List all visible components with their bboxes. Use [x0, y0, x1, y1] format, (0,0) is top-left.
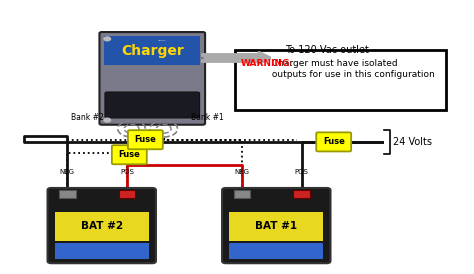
FancyBboxPatch shape: [119, 190, 135, 198]
Text: 24 Volts: 24 Volts: [393, 137, 432, 147]
FancyBboxPatch shape: [59, 190, 75, 198]
Circle shape: [104, 37, 110, 41]
Text: BAT #1: BAT #1: [255, 221, 297, 232]
Text: Charger: Charger: [121, 44, 183, 58]
FancyBboxPatch shape: [316, 132, 351, 152]
FancyBboxPatch shape: [47, 188, 156, 263]
FancyBboxPatch shape: [229, 243, 323, 259]
FancyBboxPatch shape: [293, 190, 310, 198]
Text: Fuse: Fuse: [323, 137, 345, 146]
FancyBboxPatch shape: [234, 190, 250, 198]
Text: Fuse: Fuse: [135, 135, 156, 144]
FancyBboxPatch shape: [229, 212, 323, 241]
FancyBboxPatch shape: [112, 145, 147, 164]
FancyBboxPatch shape: [100, 32, 205, 125]
FancyBboxPatch shape: [55, 243, 148, 259]
Text: POS: POS: [120, 169, 134, 175]
Text: NEG: NEG: [60, 169, 75, 175]
Text: To 120 Vac outlet: To 120 Vac outlet: [285, 45, 369, 55]
Circle shape: [104, 118, 110, 122]
FancyBboxPatch shape: [128, 130, 163, 149]
FancyBboxPatch shape: [222, 188, 330, 263]
Text: POS: POS: [295, 169, 309, 175]
Text: Bank #2: Bank #2: [71, 113, 104, 122]
Text: Charger must have isolated
 outputs for use in this configuration: Charger must have isolated outputs for u…: [269, 59, 435, 79]
FancyBboxPatch shape: [0, 1, 460, 273]
FancyBboxPatch shape: [104, 36, 201, 65]
FancyBboxPatch shape: [105, 92, 200, 118]
Text: ____: ____: [157, 37, 166, 41]
Text: BAT #2: BAT #2: [81, 221, 123, 232]
Text: NEG: NEG: [234, 169, 249, 175]
FancyBboxPatch shape: [235, 50, 446, 110]
Text: Fuse: Fuse: [118, 150, 140, 159]
FancyBboxPatch shape: [55, 212, 148, 241]
Text: WARNING:: WARNING:: [240, 59, 293, 68]
Text: Bank #1: Bank #1: [191, 113, 224, 122]
